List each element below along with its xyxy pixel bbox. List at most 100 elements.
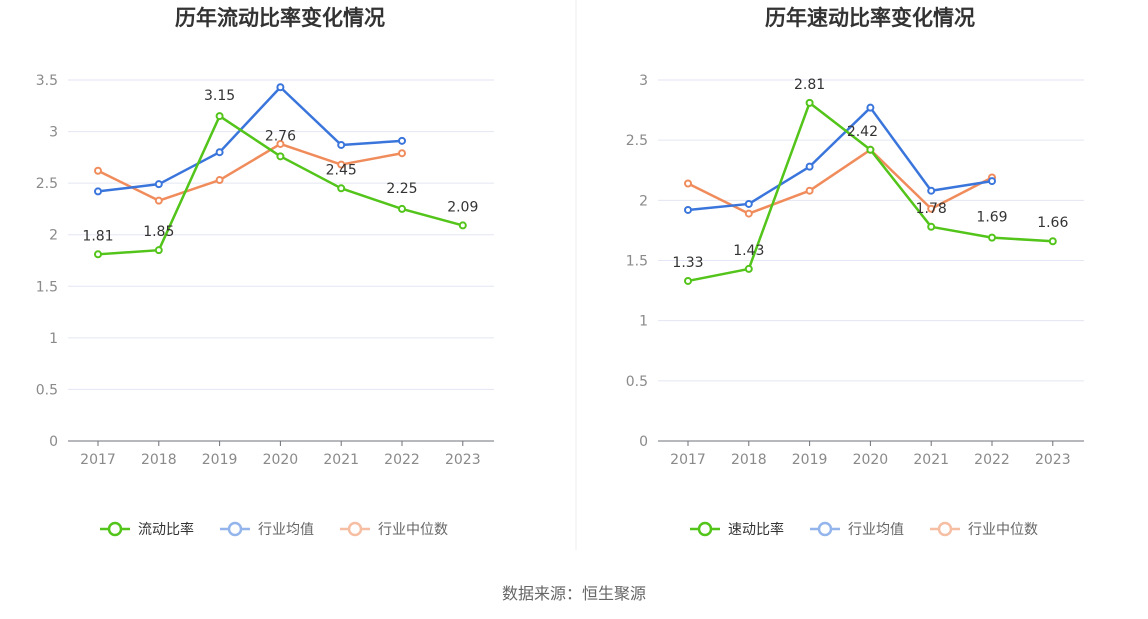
y-tick-label: 3	[639, 73, 648, 89]
data-point	[805, 186, 814, 195]
y-tick-label: 2.5	[36, 176, 58, 192]
series-line-industry-median	[687, 148, 993, 215]
x-tick-label: 2023	[1035, 452, 1071, 468]
data-point	[154, 246, 163, 255]
x-tick-label: 2019	[202, 452, 238, 468]
data-point	[684, 179, 692, 188]
x-tick-label: 2021	[913, 452, 949, 468]
data-point	[927, 186, 936, 195]
data-label: 1.33	[672, 255, 703, 271]
data-label: 2.81	[794, 77, 825, 93]
y-tick-label: 2	[639, 193, 648, 209]
y-tick-label: 3.5	[36, 73, 58, 89]
data-point	[276, 83, 285, 92]
data-point	[215, 176, 224, 185]
data-point	[927, 222, 936, 231]
y-tick-label: 0.5	[36, 382, 58, 398]
x-tick-label: 2020	[263, 452, 299, 468]
y-tick-label: 3	[49, 125, 58, 141]
y-tick-label: 0	[49, 434, 58, 450]
y-tick-label: 2.5	[626, 133, 648, 149]
data-point	[276, 139, 285, 148]
data-point	[398, 136, 406, 145]
data-point	[215, 148, 224, 157]
legend-marker[interactable]	[347, 521, 363, 537]
data-source: 数据来源：恒生聚源	[501, 584, 646, 603]
data-point	[805, 98, 814, 107]
series-line-industry-average	[97, 85, 403, 193]
series-line-industry-median	[97, 142, 403, 202]
y-tick-label: 0	[639, 434, 648, 450]
data-point	[1048, 237, 1057, 246]
chart-title: 历年速动比率变化情况	[765, 6, 975, 30]
data-point	[744, 199, 753, 208]
data-point	[866, 145, 875, 154]
data-label: 1.69	[976, 210, 1007, 226]
data-label: 2.25	[386, 181, 417, 197]
chart-title: 历年流动比率变化情况	[175, 6, 385, 30]
y-tick-label: 0.5	[626, 374, 648, 390]
data-point	[215, 112, 224, 121]
legend-marker[interactable]	[937, 521, 953, 537]
data-point	[398, 149, 406, 158]
series-line-industry-average	[687, 106, 993, 212]
x-tick-label: 2017	[670, 452, 706, 468]
x-tick-label: 2018	[141, 452, 177, 468]
data-point	[458, 221, 467, 230]
legend-marker[interactable]	[107, 521, 123, 537]
x-tick-label: 2022	[974, 452, 1010, 468]
data-point	[154, 180, 163, 189]
data-point	[988, 177, 996, 186]
y-tick-label: 1	[639, 314, 648, 330]
x-tick-label: 2020	[853, 452, 889, 468]
data-point	[988, 233, 996, 242]
y-tick-label: 2	[49, 228, 58, 244]
legend-marker[interactable]	[227, 521, 243, 537]
legend-label[interactable]: 行业中位数	[968, 522, 1038, 538]
data-point	[276, 152, 285, 161]
data-point	[337, 140, 346, 149]
data-point	[94, 166, 102, 175]
legend-label[interactable]: 速动比率	[728, 521, 784, 538]
data-point	[744, 209, 753, 218]
data-label: 1.78	[916, 201, 947, 217]
legend-label[interactable]: 流动比率	[138, 521, 194, 538]
legend-marker[interactable]	[817, 521, 833, 537]
data-point	[94, 187, 102, 196]
data-point	[684, 276, 692, 285]
legend-label[interactable]: 行业均值	[848, 522, 904, 538]
data-point	[94, 250, 102, 259]
data-label: 2.09	[447, 199, 478, 215]
legend-label[interactable]: 行业均值	[258, 522, 314, 538]
data-label: 1.85	[143, 224, 174, 240]
data-point	[154, 196, 163, 205]
data-point	[337, 160, 346, 169]
x-tick-label: 2021	[323, 452, 359, 468]
x-tick-label: 2019	[792, 452, 828, 468]
data-label: 1.43	[733, 243, 764, 259]
legend-marker[interactable]	[697, 521, 713, 537]
y-tick-label: 1.5	[626, 254, 648, 270]
data-label: 2.76	[265, 128, 296, 144]
data-label: 1.81	[82, 228, 113, 244]
y-tick-label: 1.5	[36, 279, 58, 295]
data-point	[866, 103, 875, 112]
data-label: 1.66	[1037, 215, 1068, 231]
data-point	[927, 204, 936, 213]
data-point	[684, 205, 692, 214]
data-label: 3.15	[204, 88, 235, 104]
data-point	[805, 162, 814, 171]
data-label: 2.45	[326, 162, 357, 178]
x-tick-label: 2023	[445, 452, 481, 468]
x-tick-label: 2018	[731, 452, 767, 468]
x-tick-label: 2017	[80, 452, 116, 468]
data-point	[398, 204, 406, 213]
y-tick-label: 1	[49, 331, 58, 347]
x-tick-label: 2022	[384, 452, 420, 468]
legend-label[interactable]: 行业中位数	[378, 522, 448, 538]
data-label: 2.42	[847, 124, 878, 140]
data-point	[337, 184, 346, 193]
data-point	[744, 264, 753, 273]
